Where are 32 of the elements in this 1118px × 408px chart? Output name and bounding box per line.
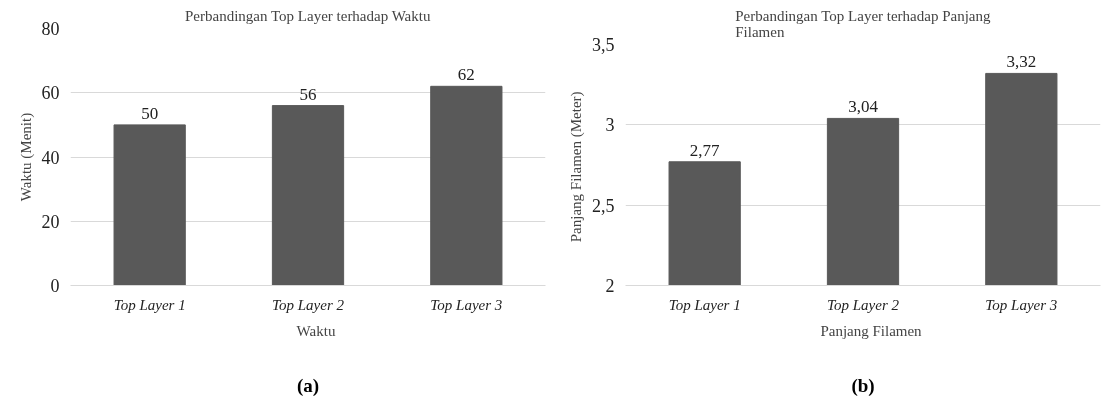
- x-tick-label: Top Layer 2: [272, 296, 345, 313]
- text: (b): [851, 374, 875, 397]
- data-label: 3,04: [848, 97, 879, 117]
- text: (a): [296, 374, 320, 397]
- y-tick-label: 20: [41, 211, 60, 232]
- x-tick-label: Top Layer 3: [430, 296, 503, 313]
- bar: [271, 105, 345, 286]
- data-label: 62: [457, 65, 475, 85]
- data-label: 2,77: [689, 140, 721, 160]
- y-tick-label: 60: [41, 83, 60, 104]
- data-label: 56: [299, 84, 317, 104]
- x-tick-label: Top Layer 2: [827, 296, 900, 313]
- bar: [113, 124, 186, 286]
- y-tick-label: 3,5: [592, 35, 615, 55]
- x-tick-label: Top Layer 1: [113, 296, 186, 313]
- y-tick-label: 40: [41, 147, 60, 168]
- y-axis-title: Panjang Filamen (Meter): [568, 91, 585, 243]
- y-tick-label: 2,5: [592, 195, 615, 216]
- x-tick-label: Top Layer 1: [668, 296, 741, 313]
- y-axis-title: Waktu (Menit): [17, 112, 35, 202]
- chart-title: Perbandingan Top Layer terhadap Panjang Filamen: [735, 7, 991, 40]
- text: Panjang Filamen: [820, 323, 922, 340]
- y-tick-label: 2: [605, 276, 615, 296]
- data-label: 3,32: [1006, 52, 1037, 72]
- bar: [430, 85, 503, 286]
- y-tick-label: 80: [41, 19, 60, 39]
- chart-title: Perbandingan Top Layer terhadap Waktu: [185, 7, 431, 24]
- data-label: 50: [141, 103, 159, 123]
- y-tick-label: 3: [605, 115, 615, 136]
- text: Waktu: [296, 323, 336, 340]
- y-tick-label: 0: [50, 276, 60, 296]
- x-tick-label: Top Layer 3: [985, 296, 1058, 313]
